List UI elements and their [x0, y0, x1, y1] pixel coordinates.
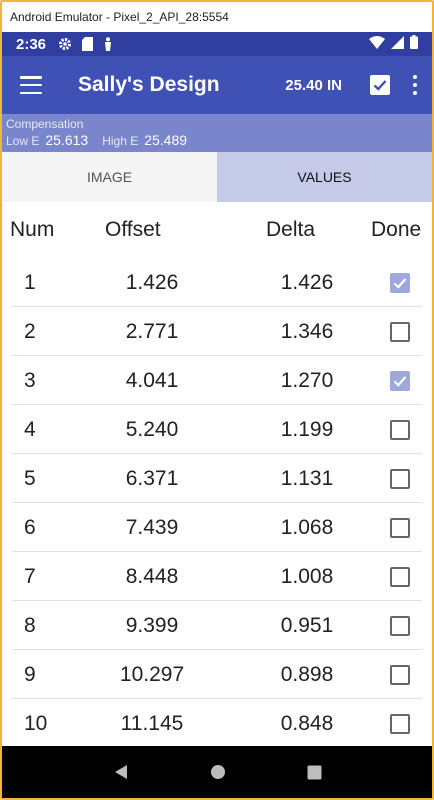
- emulator-window-title: Android Emulator - Pixel_2_API_28:5554: [2, 2, 432, 32]
- back-icon[interactable]: [113, 764, 129, 780]
- settings-gear-icon: [58, 37, 72, 51]
- row-offset-value: 2.771: [125, 319, 179, 343]
- compensation-bar: Compensation Low E 25.613 High E 25.489: [2, 114, 432, 152]
- navigation-bar: [2, 746, 432, 798]
- done-checkbox[interactable]: [390, 615, 410, 636]
- table-row: 8 9.399 0.951: [2, 601, 432, 650]
- done-checkbox[interactable]: [390, 272, 410, 293]
- overflow-menu-icon[interactable]: [412, 75, 418, 95]
- table-row: 6 7.439 1.068: [2, 503, 432, 552]
- app-bar: Sally's Design 25.40 IN: [2, 56, 432, 114]
- low-e-label: Low E: [6, 134, 40, 148]
- row-num: 1: [24, 270, 36, 294]
- done-checkbox[interactable]: [390, 517, 410, 538]
- done-checkbox[interactable]: [390, 419, 410, 440]
- table-row: 3 4.041 1.270: [2, 356, 432, 405]
- row-num: 9: [24, 662, 36, 686]
- wifi-icon: [369, 35, 385, 53]
- table-row: 5 6.371 1.131: [2, 454, 432, 503]
- row-offset-value: 4.041: [125, 368, 179, 392]
- confirm-check-icon[interactable]: [370, 75, 390, 95]
- header-done: Done: [371, 218, 422, 241]
- done-checkbox[interactable]: [390, 370, 410, 391]
- low-e-value: 25.613: [45, 132, 89, 148]
- done-checkbox[interactable]: [390, 713, 410, 734]
- row-num: 2: [24, 319, 36, 343]
- table-header: Num Offset Delta Done: [2, 202, 432, 258]
- row-num: 8: [24, 613, 36, 637]
- row-delta-value: 1.199: [280, 417, 334, 441]
- row-delta-value: 0.898: [280, 662, 334, 686]
- compensation-values: Low E 25.613 High E 25.489: [6, 131, 428, 150]
- status-bar: 2:36: [2, 32, 432, 56]
- header-delta: Delta: [266, 218, 316, 241]
- row-offset-value: 1.426: [125, 270, 179, 294]
- table-row: 10 11.145 0.848: [2, 699, 432, 748]
- row-delta-value: 1.346: [280, 319, 334, 343]
- tab-bar: IMAGE VALUES: [2, 152, 432, 202]
- row-delta-value: 0.848: [280, 711, 334, 735]
- row-offset-value: 5.240: [125, 417, 179, 441]
- measurement-unit-button[interactable]: 25.40 IN: [285, 76, 342, 94]
- tab-image[interactable]: IMAGE: [2, 152, 217, 202]
- recents-icon[interactable]: [307, 765, 322, 780]
- table-row: 1 1.426 1.426: [2, 258, 432, 307]
- row-delta-value: 1.131: [280, 466, 334, 490]
- row-delta-value: 1.270: [280, 368, 334, 392]
- row-delta-value: 1.068: [280, 515, 334, 539]
- menu-icon[interactable]: [20, 76, 42, 94]
- values-table: 1 1.426 1.426 2 2.771 1.346 3 4.041 1.270 4 5.240 1…: [2, 258, 432, 748]
- home-icon[interactable]: [210, 764, 226, 780]
- row-delta-value: 0.951: [280, 613, 334, 637]
- high-e-value: 25.489: [144, 132, 188, 148]
- done-checkbox[interactable]: [390, 566, 410, 587]
- signal-icon: [391, 35, 404, 53]
- row-offset-value: 7.439: [125, 515, 179, 539]
- done-checkbox[interactable]: [390, 664, 410, 685]
- row-offset-value: 11.145: [120, 711, 184, 735]
- high-e-label: High E: [102, 134, 139, 148]
- row-offset-value: 10.297: [119, 662, 185, 686]
- table-row: 7 8.448 1.008: [2, 552, 432, 601]
- status-time: 2:36: [16, 35, 47, 53]
- row-offset-value: 8.448: [125, 564, 179, 588]
- done-checkbox[interactable]: [390, 468, 410, 489]
- tab-values[interactable]: VALUES: [217, 152, 432, 202]
- row-offset-value: 9.399: [125, 613, 179, 637]
- table-row: 2 2.771 1.346: [2, 307, 432, 356]
- row-offset-value: 6.371: [125, 466, 179, 490]
- table-row: 9 10.297 0.898: [2, 650, 432, 699]
- row-delta-value: 1.008: [280, 564, 334, 588]
- status-right-icons: [369, 35, 418, 53]
- row-num: 6: [24, 515, 36, 539]
- done-checkbox[interactable]: [390, 321, 410, 342]
- row-num: 4: [24, 417, 36, 441]
- header-offset: Offset: [105, 218, 161, 241]
- battery-icon: [410, 35, 418, 53]
- table-row: 4 5.240 1.199: [2, 405, 432, 454]
- accessibility-icon: [103, 37, 113, 51]
- row-num: 10: [24, 711, 48, 735]
- row-num: 7: [24, 564, 36, 588]
- app-title: Sally's Design: [78, 73, 220, 96]
- row-delta-value: 1.426: [280, 270, 334, 294]
- compensation-label: Compensation: [6, 117, 84, 131]
- row-num: 3: [24, 368, 36, 392]
- header-num: Num: [10, 218, 55, 241]
- row-num: 5: [24, 466, 36, 490]
- sd-card-icon: [82, 37, 94, 51]
